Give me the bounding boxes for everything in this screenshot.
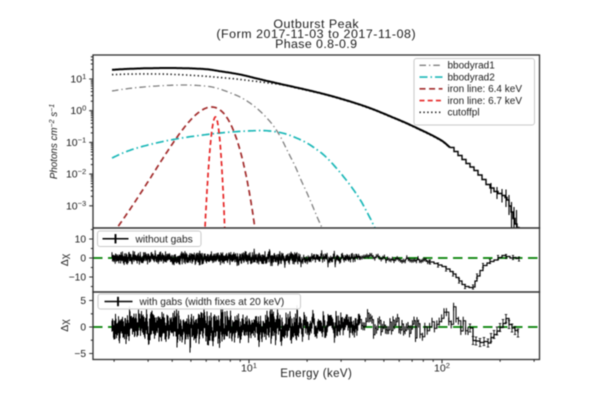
svg-text:Photons cm−2 s−1: Photons cm−2 s−1 [49, 104, 60, 179]
svg-text:Δχ: Δχ [59, 253, 71, 266]
svg-text:10: 10 [75, 234, 87, 245]
svg-text:iron line: 6.4 keV: iron line: 6.4 keV [448, 84, 523, 95]
svg-text:0: 0 [80, 322, 86, 333]
svg-text:5: 5 [80, 296, 86, 307]
svg-text:Phase 0.8-0.9: Phase 0.8-0.9 [275, 37, 357, 51]
svg-text:bbodyrad2: bbodyrad2 [448, 72, 496, 83]
svg-text:−10: −10 [69, 272, 87, 283]
svg-text:cutoffpl: cutoffpl [448, 108, 480, 119]
svg-text:Δχ: Δχ [59, 319, 71, 332]
svg-text:iron line: 6.7 keV: iron line: 6.7 keV [448, 96, 523, 107]
svg-text:−5: −5 [74, 349, 86, 360]
svg-text:without gabs: without gabs [135, 234, 193, 245]
svg-text:0: 0 [80, 253, 86, 264]
svg-text:Energy (keV): Energy (keV) [280, 368, 352, 380]
svg-text:bbodyrad1: bbodyrad1 [448, 61, 496, 72]
svg-text:(Form 2017-11-03 to 2017-11-08: (Form 2017-11-03 to 2017-11-08) [216, 27, 416, 41]
svg-text:Outburst Peak: Outburst Peak [273, 17, 359, 31]
svg-text:with gabs (width fixes at 20 k: with gabs (width fixes at 20 keV) [139, 297, 285, 308]
